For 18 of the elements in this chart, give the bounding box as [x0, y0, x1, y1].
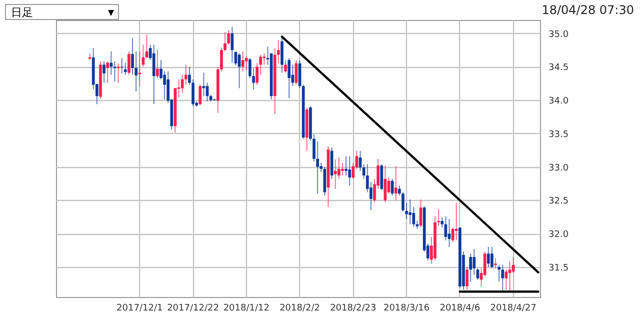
x-tick-label: 2018/1/12 [223, 304, 270, 314]
x-tick-label: 2017/12/22 [167, 304, 219, 314]
y-tick-label: 31.5 [548, 263, 569, 274]
text: 18/04/28 07:30 [542, 3, 634, 17]
dropdown: 日足 [5, 4, 119, 20]
x-tick-label: 2018/3/16 [383, 304, 430, 314]
y-tick-label: 32.0 [548, 230, 569, 240]
x-tick-label: 2018/4/27 [490, 304, 536, 314]
y-tick-label: 32.5 [548, 196, 569, 207]
y-tick-label: 34.0 [548, 96, 569, 107]
x-tick-label: 2018/4/6 [440, 304, 480, 314]
y-tick-label: 33.5 [548, 130, 569, 140]
x-tick-label: 2018/2/2 [280, 304, 320, 314]
y-tick-label: 35.0 [548, 30, 569, 40]
y-tick-label: 33.0 [548, 163, 569, 174]
x-tick-label: 2018/2/23 [330, 304, 376, 314]
x-tick-label: 2017/12/1 [116, 304, 163, 314]
y-tick-label: 34.5 [548, 63, 569, 74]
